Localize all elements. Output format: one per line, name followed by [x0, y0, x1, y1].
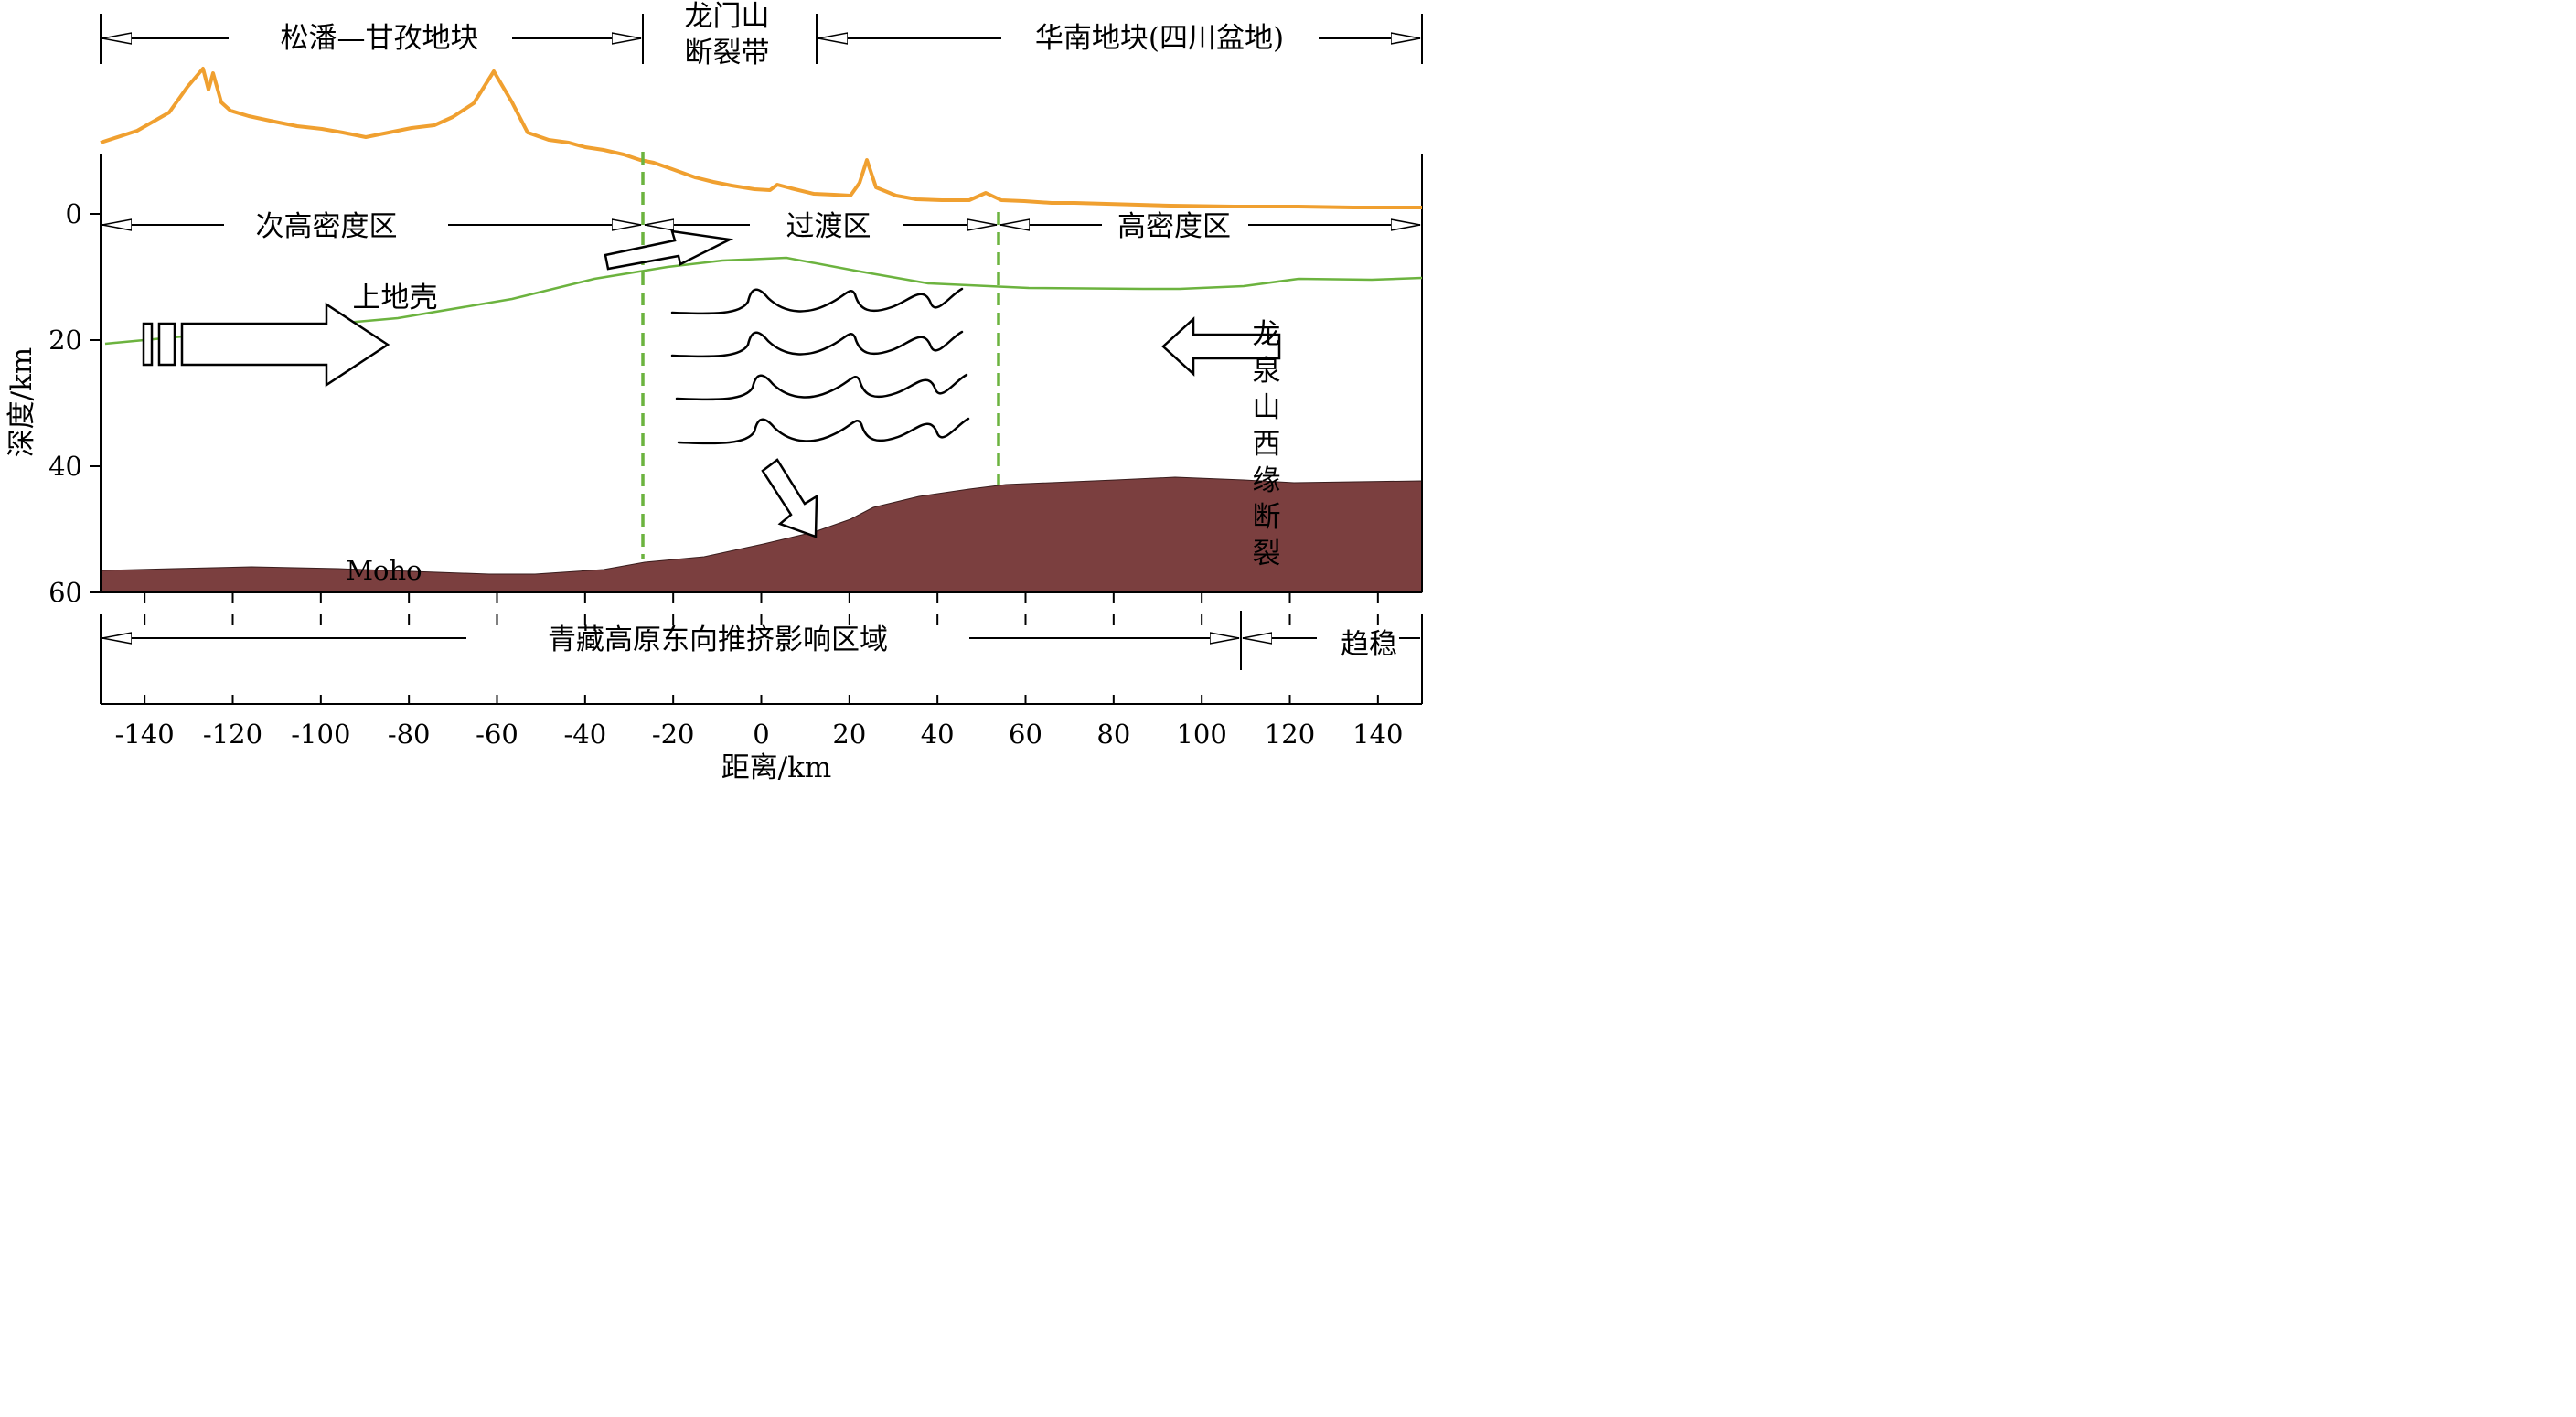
upper-eastward-arrow: [604, 229, 734, 271]
transition-zone-label: 过渡区: [786, 210, 871, 243]
push-arrow-tail-bar-1: [142, 322, 154, 367]
y-tick-label: 0: [66, 198, 82, 229]
y-ticks: 0 20 40 60: [48, 198, 101, 608]
deformation-wave-2: [670, 330, 964, 358]
y-tick-label: 40: [48, 451, 82, 482]
push-arrow-tail-bar-2: [157, 322, 176, 367]
x-tick-label: 20: [832, 719, 866, 750]
longquan-fault-char: 西: [1253, 428, 1281, 461]
longquan-fault-char: 缘: [1253, 464, 1281, 497]
x-tick-label: 100: [1176, 719, 1226, 750]
x-tick-label: -60: [476, 719, 518, 750]
longquan-fault-char: 龙: [1253, 318, 1281, 351]
eastward-push-arrow: [142, 302, 390, 388]
deformation-wave-4: [677, 417, 970, 445]
deformation-wave-3: [675, 373, 968, 401]
plot-bottom-ticks: [144, 592, 1379, 625]
x-tick-label: -40: [563, 719, 606, 750]
x-tick-label: 80: [1096, 719, 1130, 750]
x-tick-label: -120: [203, 719, 262, 750]
longquan-fault-char: 断: [1253, 501, 1281, 534]
longquan-fault-char: 泉: [1253, 355, 1281, 388]
moho-mantle-fill: [100, 476, 1423, 593]
downward-arrow: [761, 458, 818, 538]
deformation-wave-1: [670, 287, 964, 315]
longquan-fault-char: 山: [1253, 391, 1281, 424]
high-density-label: 高密度区: [1117, 210, 1231, 243]
x-ticks: -140 -120 -100 -80 -60 -40 -20 0 20 40 60 80 100 120 1…: [115, 695, 1404, 750]
x-tick-label: 140: [1352, 719, 1403, 750]
sub-high-density-label: 次高密度区: [256, 210, 398, 243]
stable-zone-label: 趋稳: [1341, 628, 1397, 661]
plot-frame: 0 20 40 60: [48, 154, 1423, 625]
x-tick-label: 60: [1009, 719, 1042, 750]
y-axis-title: 深度/km: [5, 347, 38, 458]
push-arrow-body: [180, 302, 390, 388]
y-tick-label: 20: [48, 325, 82, 356]
crustal-profile-diagram: 松潘—甘孜地块 龙门山 断裂带 华南地块(四川盆地) 0 20 40 60 次高密度区…: [5, 0, 1423, 784]
south-china-block-label: 华南地块(四川盆地): [1035, 22, 1284, 55]
x-tick-label: -20: [652, 719, 695, 750]
longquan-fault-char: 裂: [1253, 538, 1281, 570]
upper-crust-label: 上地壳: [353, 282, 438, 314]
westward-push-arrow: [1161, 316, 1281, 377]
songpan-block-label: 松潘—甘孜地块: [281, 22, 479, 55]
x-tick-label: 120: [1265, 719, 1315, 750]
x-tick-label: 40: [921, 719, 955, 750]
moho-label: Moho: [346, 555, 422, 586]
x-axis-title: 距离/km: [721, 751, 832, 784]
x-tick-label: -80: [388, 719, 431, 750]
header-zone-bars: 松潘—甘孜地块 龙门山 断裂带 华南地块(四川盆地): [100, 0, 1423, 69]
x-tick-label: -100: [291, 719, 350, 750]
upper-crust-line: [104, 256, 1423, 346]
longmenshan-label-line1: 龙门山: [685, 0, 770, 33]
y-tick-label: 60: [48, 577, 82, 608]
influence-zone-label: 青藏高原东向推挤影响区域: [548, 623, 888, 656]
topography-line: [100, 67, 1422, 209]
x-tick-label: -140: [115, 719, 175, 750]
deformation-waves: [670, 287, 970, 445]
longmenshan-label-line2: 断裂带: [685, 37, 770, 69]
bottom-influence-panel: 青藏高原东向推挤影响区域 趋稳 -140 -120 -100 -80 -60 -40 -20…: [100, 611, 1423, 750]
density-zone-bars: 次高密度区 过渡区 高密度区: [102, 210, 1420, 243]
x-tick-label: 0: [753, 719, 769, 750]
